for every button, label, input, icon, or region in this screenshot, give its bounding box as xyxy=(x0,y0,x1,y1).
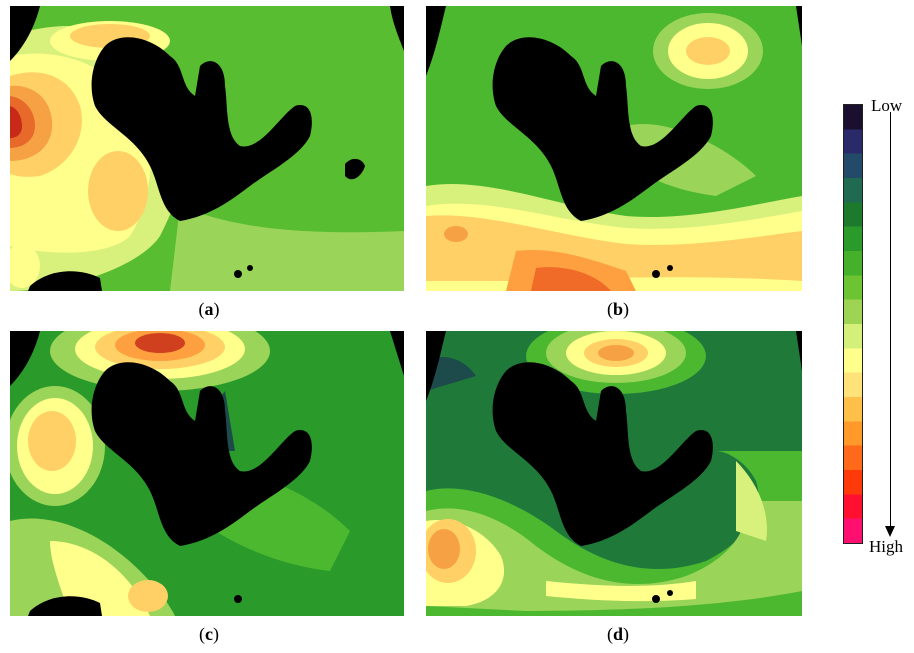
colorbar-high-label: High xyxy=(869,537,903,556)
map-c xyxy=(10,331,404,616)
landmass-c xyxy=(91,362,312,546)
caption-c: (c) xyxy=(199,624,219,644)
colorbar xyxy=(843,104,863,544)
colorbar-arrow-line xyxy=(890,112,891,529)
caption-a: (a) xyxy=(198,299,220,319)
landmass-a xyxy=(91,37,312,221)
map-b xyxy=(426,6,802,291)
map-a xyxy=(10,6,404,291)
landmass-b xyxy=(492,37,713,221)
caption-d: (d) xyxy=(606,624,629,644)
panel-d xyxy=(426,331,802,616)
panel-c xyxy=(10,331,404,616)
panel-a xyxy=(10,6,404,291)
landmass-d xyxy=(492,362,713,546)
colorbar-low-label: Low xyxy=(871,96,903,115)
map-d xyxy=(426,331,802,616)
panel-b xyxy=(426,6,802,291)
caption-b: (b) xyxy=(606,299,629,319)
arrow-down-icon xyxy=(885,526,895,537)
